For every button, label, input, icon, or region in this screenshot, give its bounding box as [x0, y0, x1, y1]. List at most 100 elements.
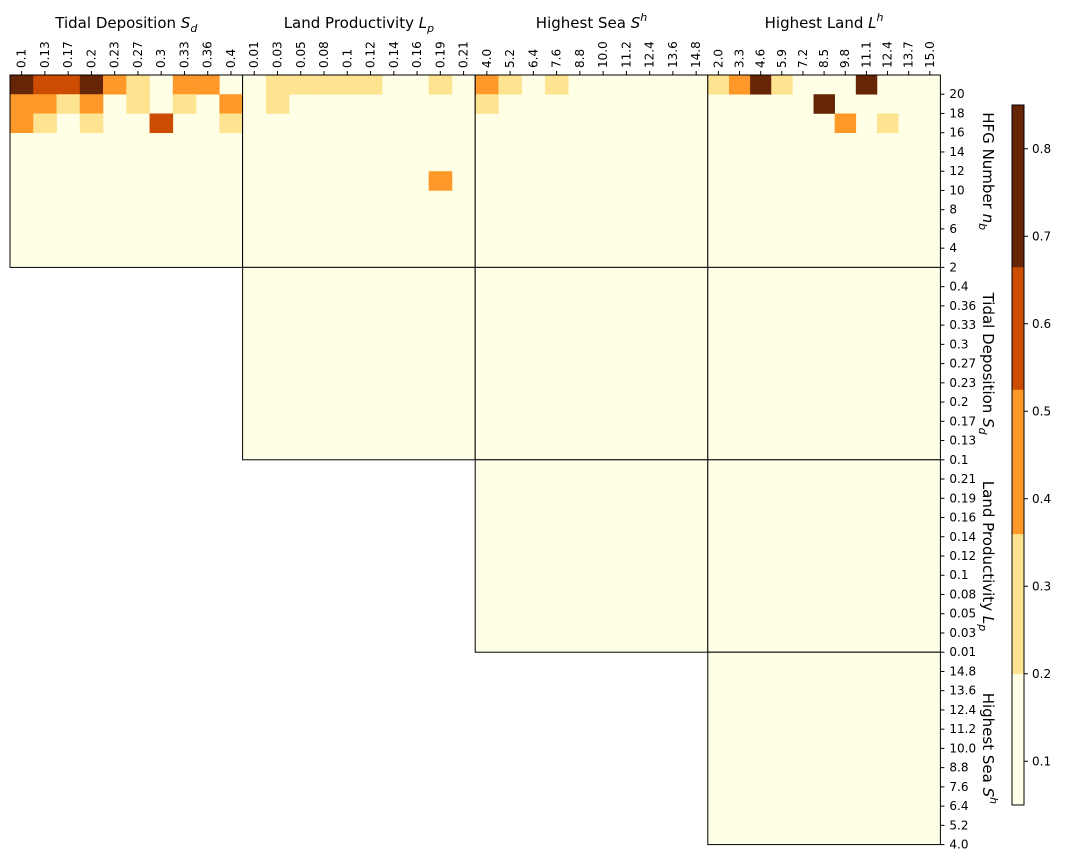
column-tick-label: 14.8	[689, 41, 703, 68]
row-tick-label: 14	[949, 145, 964, 159]
row-tick-label: 12	[949, 164, 964, 178]
heatmap-cell	[219, 94, 243, 114]
column-tick-label: 11.1	[859, 41, 873, 68]
row-tick-label: 13.6	[949, 684, 976, 698]
column-tick-label: 5.9	[775, 49, 789, 68]
column-tick-label: 0.13	[38, 41, 52, 68]
row-tick-label: 18	[949, 106, 964, 120]
row-tick-label: 0.1	[949, 568, 968, 582]
row-tick-label: 0.08	[949, 587, 976, 601]
column-tick-label: 8.8	[573, 49, 587, 68]
column-tick-label: 0.36	[201, 41, 215, 68]
panel-r1-c1	[242, 266, 476, 461]
column-tick-label: 0.1	[340, 49, 354, 68]
panel-background	[707, 459, 941, 653]
colorbar-frame	[1011, 104, 1025, 806]
colorbar-segment	[1012, 105, 1024, 268]
heatmap-cell	[56, 94, 81, 114]
column-title: Tidal Deposition Sd	[54, 14, 198, 35]
row-tick-label: 0.21	[949, 472, 976, 486]
column-tick-label: 0.23	[108, 41, 122, 68]
column-tick-label: 0.21	[457, 41, 471, 68]
row-tick-label: 11.2	[949, 722, 976, 736]
heatmap-cell	[126, 75, 150, 95]
heatmap-cell	[428, 171, 453, 191]
row-tick-label: 0.36	[949, 299, 976, 313]
column-tick-label: 5.2	[503, 49, 517, 68]
panel-background	[475, 267, 708, 460]
heatmap-cell	[33, 94, 57, 114]
heatmap-cell	[126, 94, 150, 114]
row-tick-label: 16	[949, 126, 964, 140]
column-tick-label: 13.6	[666, 41, 680, 68]
row-tick-label: 0.14	[949, 530, 976, 544]
row-tick-label: 0.05	[949, 607, 976, 621]
column-tick-label: 8.5	[817, 49, 831, 68]
row-tick-label: 12.4	[949, 703, 976, 717]
panel-r1-c2	[474, 266, 709, 461]
column-tick-labels: 0.1 0.13 0.17 0.2 0.23 0.27 0.3 0.33 0.36 0.4 0.01…	[15, 41, 937, 75]
heatmap-cell	[728, 75, 751, 95]
colorbar-tick-label: 0.7	[1032, 229, 1051, 243]
heatmap-cell	[149, 113, 174, 134]
heatmap-cell	[10, 75, 34, 95]
column-tick-label: 0.01	[247, 41, 261, 68]
column-tick-label: 0.05	[294, 41, 308, 68]
column-tick-label: 0.4	[224, 49, 238, 68]
heatmap-panels	[9, 74, 941, 846]
column-tick-label: 7.2	[796, 49, 810, 68]
column-tick-label: 13.7	[902, 41, 916, 68]
row-tick-label: 0.3	[949, 337, 968, 351]
column-tick-label: 15.0	[923, 41, 937, 68]
column-tick-label: 0.17	[61, 41, 75, 68]
column-tick-label: 0.03	[270, 41, 284, 68]
column-tick-label: 12.4	[881, 41, 895, 68]
panel-r3-c3	[707, 651, 941, 846]
row-tick-label: 0.27	[949, 357, 976, 371]
panel-r0-c3	[707, 74, 941, 268]
heatmap-cell	[196, 75, 220, 95]
row-tick-label: 0.1	[949, 453, 968, 467]
panel-r1-c3	[707, 266, 941, 461]
heatmap-cell	[834, 113, 857, 134]
panel-r2-c2	[474, 459, 709, 653]
row-tick-label: 0.2	[949, 395, 968, 409]
panel-r0-c0	[9, 74, 244, 268]
row-tick-label: 0.17	[949, 414, 976, 428]
column-tick-label: 11.2	[619, 41, 633, 68]
row-tick-label: 8.8	[949, 761, 968, 775]
heatmap-cell	[265, 75, 290, 95]
row-tick-label: 5.2	[949, 818, 968, 832]
colorbar-tick-label: 0.1	[1032, 754, 1051, 768]
panel-background	[707, 652, 941, 845]
row-tick-label: 0.4	[949, 280, 968, 294]
heatmap-cell	[79, 94, 104, 114]
row-titles: HFG Number nb Tidal Deposition Sd Land Pro…	[976, 112, 1000, 804]
row-tick-label: 10	[949, 183, 964, 197]
heatmap-cell	[312, 75, 336, 95]
row-title: Land Productivity Lp	[976, 481, 997, 631]
row-tick-label: 0.01	[949, 645, 976, 659]
column-tick-label: 4.0	[480, 49, 494, 68]
colorbar: 0.1 0.2 0.3 0.4 0.5 0.6 0.7 0.8	[1011, 104, 1051, 806]
column-tick-label: 0.14	[387, 41, 401, 68]
heatmap-cell	[771, 75, 793, 95]
heatmap-cell	[855, 75, 878, 95]
heatmap-cell	[79, 75, 104, 95]
colorbar-segment	[1012, 389, 1024, 535]
row-tick-label: 0.16	[949, 511, 976, 525]
column-tick-label: 4.6	[754, 49, 768, 68]
row-tick-label: 4	[949, 241, 957, 255]
panel-r0-c2	[474, 74, 709, 268]
heatmap-cell	[335, 75, 360, 95]
heatmap-cell	[750, 75, 772, 95]
column-tick-label: 2.0	[711, 49, 725, 68]
colorbar-tick-label: 0.2	[1032, 667, 1051, 681]
heatmap-cell	[79, 113, 104, 134]
panel-background	[475, 75, 708, 268]
colorbar-tick-label: 0.5	[1032, 404, 1051, 418]
heatmap-cell	[707, 75, 730, 95]
column-tick-label: 0.3	[154, 49, 168, 68]
heatmap-cell	[498, 75, 523, 95]
